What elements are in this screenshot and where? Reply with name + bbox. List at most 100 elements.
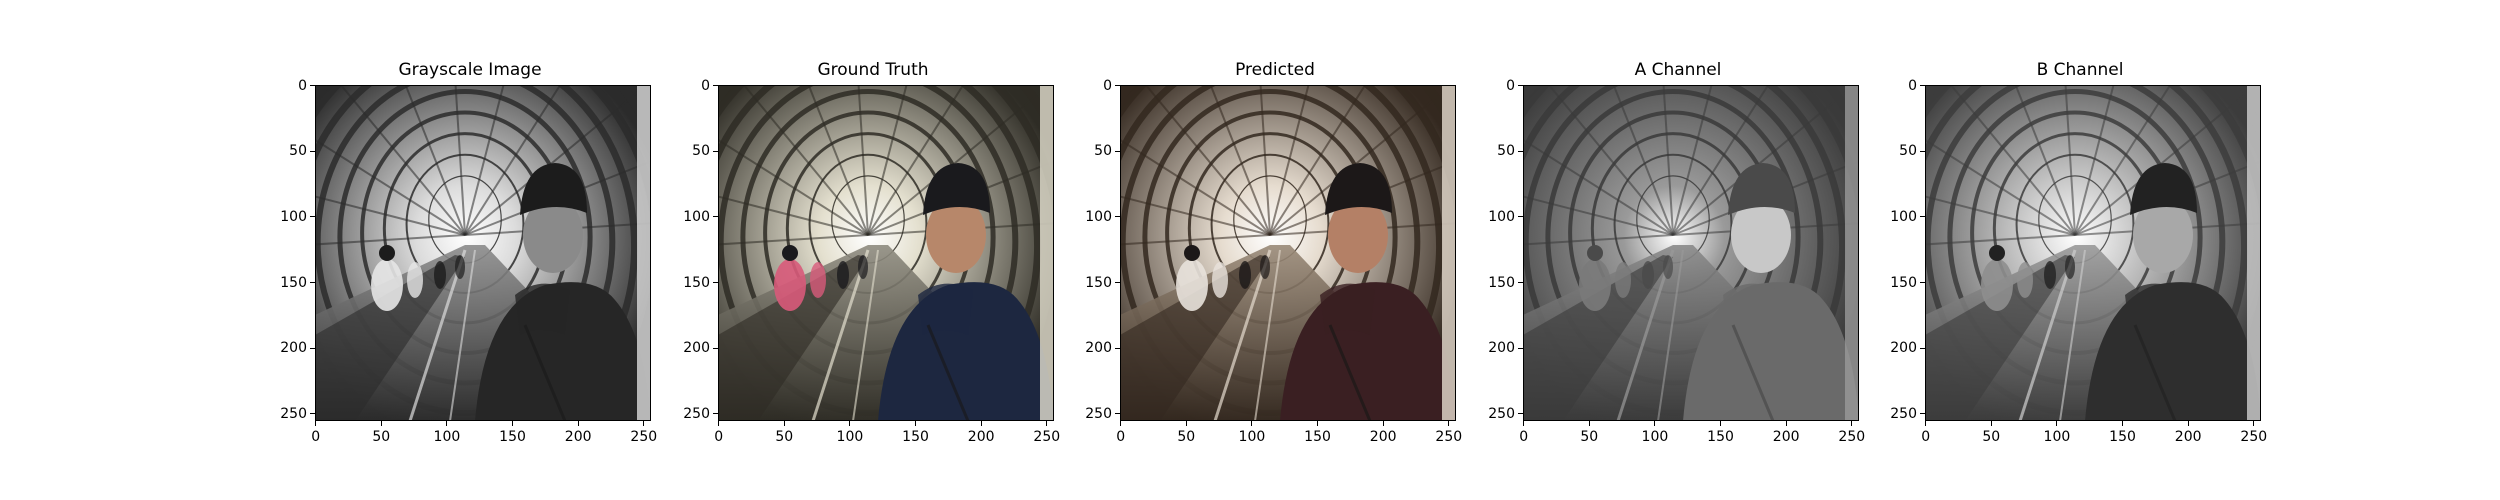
x-tick-label: 250 — [2240, 429, 2268, 445]
x-tick — [1851, 421, 1853, 426]
x-tick — [1317, 421, 1319, 426]
x-tick — [380, 421, 382, 426]
x-tick — [512, 421, 514, 426]
x-tick-label: 150 — [2109, 429, 2136, 445]
x-tick-label: 150 — [1707, 429, 1734, 445]
x-tick-label: 150 — [902, 429, 929, 445]
x-tick-label: 50 — [1580, 429, 1599, 445]
x-tick — [915, 421, 917, 426]
image-axes: 0 0 50 50 100 100 150 150 200 200 250 250 — [1085, 78, 1462, 445]
x-tick — [718, 421, 720, 426]
x-tick-label: 50 — [372, 429, 391, 445]
y-tick-label: 50 — [289, 143, 307, 160]
x-tick — [1523, 421, 1525, 426]
x-tick-label: 200 — [2174, 429, 2202, 445]
y-tick-label: 150 — [1085, 274, 1112, 291]
x-tick — [643, 421, 645, 426]
y-tick — [1920, 85, 1925, 87]
y-tick — [1115, 282, 1120, 284]
x-tick — [1588, 421, 1590, 426]
x-tick-label: 200 — [564, 429, 592, 445]
tunnel-photo — [1120, 85, 1456, 421]
x-tick — [1185, 421, 1187, 426]
image-axes: 0 0 50 50 100 100 150 150 200 200 250 250 — [1488, 78, 1865, 445]
y-tick-label: 100 — [1890, 208, 1917, 225]
y-tick-label: 50 — [1497, 143, 1515, 160]
panel-ground-truth: Ground Truth 0 0 50 50 100 100 150 150 200 200 250… — [673, 0, 1073, 500]
y-tick — [713, 413, 718, 415]
y-tick — [1518, 347, 1523, 349]
y-tick — [1518, 413, 1523, 415]
x-tick — [1046, 421, 1048, 426]
y-tick-label: 100 — [280, 208, 307, 225]
tunnel-photo — [718, 85, 1054, 421]
y-tick — [310, 150, 315, 152]
x-tick-label: 100 — [433, 429, 461, 445]
y-tick-label: 0 — [298, 77, 307, 94]
panel-title: B Channel — [2036, 60, 2124, 80]
x-tick-label: 100 — [2043, 429, 2071, 445]
x-tick-label: 250 — [630, 429, 658, 445]
y-tick — [310, 85, 315, 87]
y-tick — [1115, 413, 1120, 415]
y-tick — [1518, 216, 1523, 218]
tunnel-photo — [1925, 85, 2261, 421]
x-tick-label: 100 — [1238, 429, 1266, 445]
y-tick-label: 100 — [683, 208, 710, 225]
y-tick-label: 150 — [683, 274, 710, 291]
y-tick-label: 200 — [1085, 340, 1112, 357]
x-tick — [1382, 421, 1384, 426]
x-tick — [783, 421, 785, 426]
panel-predicted: Predicted 0 0 50 50 100 100 150 150 200 200 250 250 — [1075, 0, 1475, 500]
y-tick-label: 250 — [1085, 405, 1112, 422]
x-tick-label: 100 — [1641, 429, 1669, 445]
x-tick-label: 0 — [714, 429, 724, 445]
x-tick — [1925, 421, 1927, 426]
y-tick-label: 250 — [683, 405, 710, 422]
y-tick-label: 0 — [1908, 77, 1917, 94]
y-tick-label: 150 — [1488, 274, 1515, 291]
y-tick-label: 0 — [1506, 77, 1515, 94]
x-tick — [2056, 421, 2058, 426]
x-tick — [1785, 421, 1787, 426]
y-tick — [1518, 85, 1523, 87]
x-tick — [1654, 421, 1656, 426]
x-tick-label: 0 — [311, 429, 321, 445]
image-axes: 0 0 50 50 100 100 150 150 200 200 250 250 — [280, 78, 657, 445]
y-tick — [713, 216, 718, 218]
y-tick — [713, 347, 718, 349]
x-tick-label: 200 — [1369, 429, 1397, 445]
x-tick — [980, 421, 982, 426]
y-tick — [1920, 150, 1925, 152]
y-tick-label: 200 — [1890, 340, 1917, 357]
y-tick — [1115, 150, 1120, 152]
y-tick-label: 100 — [1488, 208, 1515, 225]
y-tick — [310, 347, 315, 349]
panel-title: Ground Truth — [817, 60, 929, 80]
tunnel-photo — [1523, 85, 1859, 421]
x-tick — [1251, 421, 1253, 426]
y-tick-label: 250 — [1890, 405, 1917, 422]
panel-grayscale: Grayscale Image 0 0 50 50 100 100 150 150 200 200… — [270, 0, 670, 500]
y-tick-label: 200 — [1488, 340, 1515, 357]
tunnel-photo — [315, 85, 651, 421]
x-tick-label: 200 — [1772, 429, 1800, 445]
y-tick-label: 250 — [280, 405, 307, 422]
x-tick-label: 200 — [967, 429, 995, 445]
y-tick — [713, 85, 718, 87]
y-tick-label: 150 — [1890, 274, 1917, 291]
y-tick-label: 200 — [280, 340, 307, 357]
y-tick — [1115, 85, 1120, 87]
y-tick-label: 100 — [1085, 208, 1112, 225]
x-tick — [2253, 421, 2255, 426]
y-tick-label: 50 — [692, 143, 710, 160]
y-tick — [1115, 216, 1120, 218]
x-tick — [1720, 421, 1722, 426]
y-tick — [1920, 413, 1925, 415]
x-tick-label: 150 — [499, 429, 526, 445]
y-tick — [1518, 150, 1523, 152]
y-tick — [310, 216, 315, 218]
x-tick-label: 250 — [1838, 429, 1866, 445]
y-tick-label: 200 — [683, 340, 710, 357]
